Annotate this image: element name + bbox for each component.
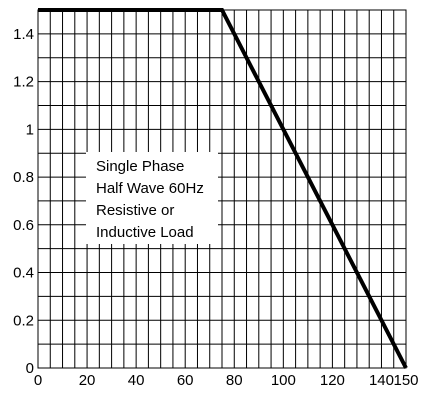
annotation-line-4: Inductive Load — [96, 224, 194, 241]
y-tick-label: 1 — [26, 121, 34, 138]
y-tick-label: 0.4 — [13, 265, 34, 282]
tick-labels: 0 20 40 60 80 100 120 140 150 0 0.2 0.4 0.6 0.8 1 1.2 1.… — [13, 26, 418, 389]
annotation-line-2: Half Wave 60Hz — [96, 180, 204, 197]
annotation-box: Single Phase Half Wave 60Hz Resistive or… — [86, 152, 218, 244]
y-tick-label: 0.2 — [13, 312, 34, 329]
y-tick-label: 1.2 — [13, 74, 34, 91]
x-tick-label: 40 — [128, 372, 145, 389]
x-tick-label: 80 — [226, 372, 243, 389]
x-tick-label: 150 — [393, 372, 418, 389]
y-tick-label: 0 — [26, 360, 34, 377]
annotation-line-3: Resistive or — [96, 202, 174, 219]
x-tick-label: 140 — [369, 372, 394, 389]
x-tick-label: 100 — [271, 372, 296, 389]
y-tick-label: 0.6 — [13, 217, 34, 234]
x-tick-label: 20 — [79, 372, 96, 389]
y-tick-label: 0.8 — [13, 169, 34, 186]
annotation-background — [86, 152, 218, 244]
annotation-line-1: Single Phase — [96, 158, 184, 175]
series-line — [38, 8, 408, 369]
x-tick-label: 120 — [320, 372, 345, 389]
x-tick-label: 0 — [34, 372, 42, 389]
series — [38, 8, 408, 369]
x-tick-label: 60 — [177, 372, 194, 389]
y-tick-label: 1.4 — [13, 26, 34, 43]
